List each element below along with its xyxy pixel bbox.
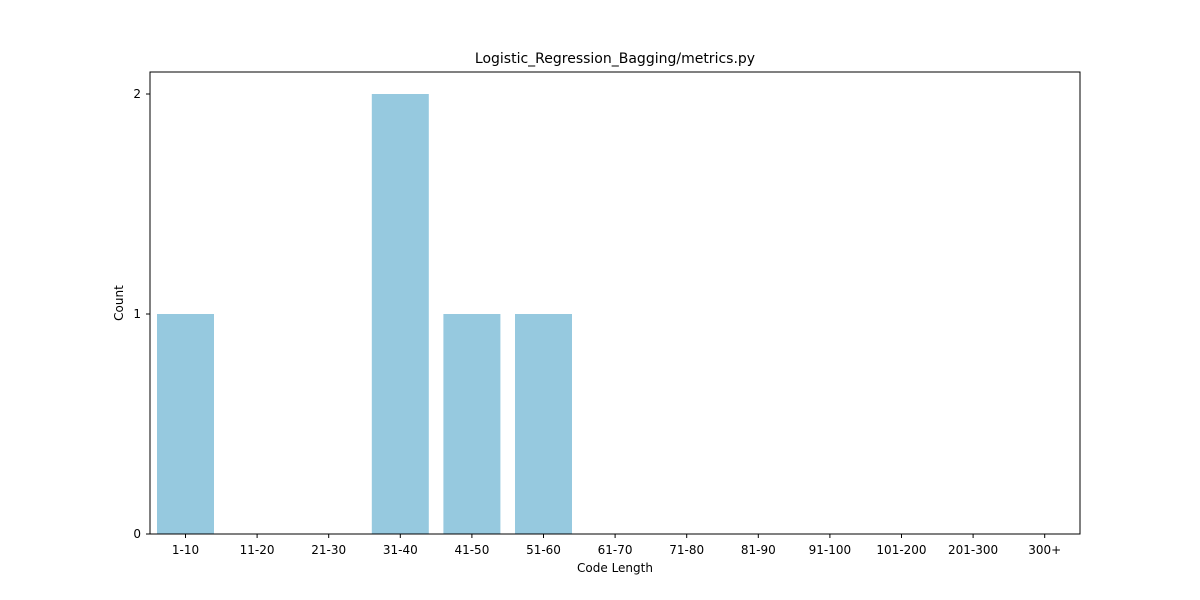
x-axis-ticks: 1-10 11-20 21-30 31-40 41-50 51-60 61-70 71-80 8… [172, 534, 1061, 557]
x-tick-label: 21-30 [311, 543, 346, 557]
x-tick-label: 41-50 [454, 543, 489, 557]
x-tick-label: 61-70 [598, 543, 633, 557]
bar-51-60 [515, 314, 572, 534]
x-tick-label: 201-300 [948, 543, 998, 557]
x-tick-label: 81-90 [741, 543, 776, 557]
bar-31-40 [371, 94, 429, 534]
x-axis-label: Code Length [577, 561, 653, 575]
bar-41-50 [443, 314, 501, 534]
x-tick-label: 1-10 [172, 543, 199, 557]
x-tick-label: 31-40 [383, 543, 418, 557]
y-tick-label: 1 [133, 307, 141, 321]
x-tick-label: 101-200 [876, 543, 926, 557]
x-tick-label: 71-80 [669, 543, 704, 557]
bar-1-10 [157, 314, 214, 534]
y-axis-label: Count [112, 285, 126, 321]
x-tick-label: 91-100 [809, 543, 852, 557]
y-tick-label: 0 [133, 527, 141, 541]
y-tick-label: 2 [133, 87, 141, 101]
x-tick-label: 11-20 [240, 543, 275, 557]
x-tick-label: 300+ [1028, 543, 1061, 557]
chart-title: Logistic_Regression_Bagging/metrics.py [475, 51, 755, 67]
bars-group [157, 94, 572, 534]
y-axis-ticks: 0 1 2 [133, 87, 150, 541]
x-tick-label: 51-60 [526, 543, 561, 557]
